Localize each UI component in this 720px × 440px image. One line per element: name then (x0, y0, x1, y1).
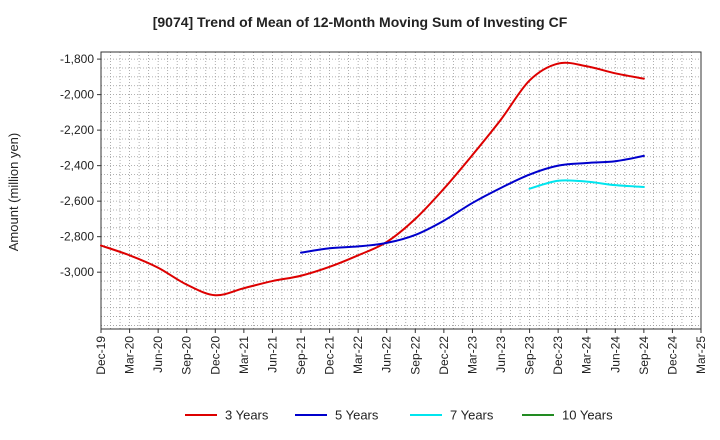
series-line-3-years (100, 61, 645, 297)
y-tick-label: -3,000 (60, 265, 94, 279)
x-tick-label: Dec-20 (208, 336, 222, 375)
y-tick-label: -1,800 (60, 52, 94, 66)
x-tick-label: Sep-21 (294, 336, 308, 375)
y-tick-label: -2,400 (60, 159, 94, 173)
y-tick-label: -2,800 (60, 230, 94, 244)
grid (101, 52, 701, 329)
x-tick-label: Jun-23 (494, 336, 508, 373)
x-tick-label: Mar-25 (694, 336, 708, 374)
x-tick-label: Sep-24 (637, 336, 651, 375)
x-tick-label: Sep-20 (180, 336, 194, 375)
x-axis: Dec-19 Mar-20 Jun-20 Sep-20 Dec-20 Mar-21 Jun-… (94, 329, 708, 375)
legend: 3 Years 5 Years 7 Years 10 Years (185, 408, 613, 423)
series-line-5-years (300, 154, 645, 254)
y-tick-label: -2,200 (60, 123, 94, 137)
x-tick-label: Dec-21 (323, 336, 337, 375)
legend-label-7-years: 7 Years (450, 408, 494, 423)
y-axis: -1,800 -2,000 -2,200 -2,400 -2,600 -2,800 -3,0… (60, 52, 101, 279)
x-tick-label: Mar-24 (580, 336, 594, 374)
x-tick-label: Dec-24 (665, 336, 679, 375)
chart-title: [9074] Trend of Mean of 12-Month Moving … (153, 14, 568, 30)
x-tick-label: Dec-19 (94, 336, 108, 375)
x-tick-label: Dec-22 (437, 336, 451, 375)
legend-label-10-years: 10 Years (562, 408, 613, 423)
x-tick-label: Mar-21 (237, 336, 251, 374)
plot-frame (100, 51, 702, 330)
x-tick-label: Jun-21 (265, 336, 279, 373)
x-tick-label: Sep-22 (408, 336, 422, 375)
y-tick-label: -2,000 (60, 88, 94, 102)
legend-label-3-years: 3 Years (225, 408, 269, 423)
x-tick-label: Mar-23 (465, 336, 479, 374)
series-lines (100, 61, 645, 297)
legend-label-5-years: 5 Years (335, 408, 379, 423)
y-tick-label: -2,600 (60, 194, 94, 208)
x-tick-label: Jun-20 (151, 336, 165, 373)
y-axis-label: Amount (million yen) (6, 133, 21, 252)
x-tick-label: Dec-23 (551, 336, 565, 375)
x-tick-label: Mar-20 (123, 336, 137, 374)
x-tick-label: Jun-24 (608, 336, 622, 373)
x-tick-label: Sep-23 (523, 336, 537, 375)
series-line-7-years (528, 179, 645, 190)
x-tick-label: Jun-22 (380, 336, 394, 373)
x-tick-label: Mar-22 (351, 336, 365, 374)
